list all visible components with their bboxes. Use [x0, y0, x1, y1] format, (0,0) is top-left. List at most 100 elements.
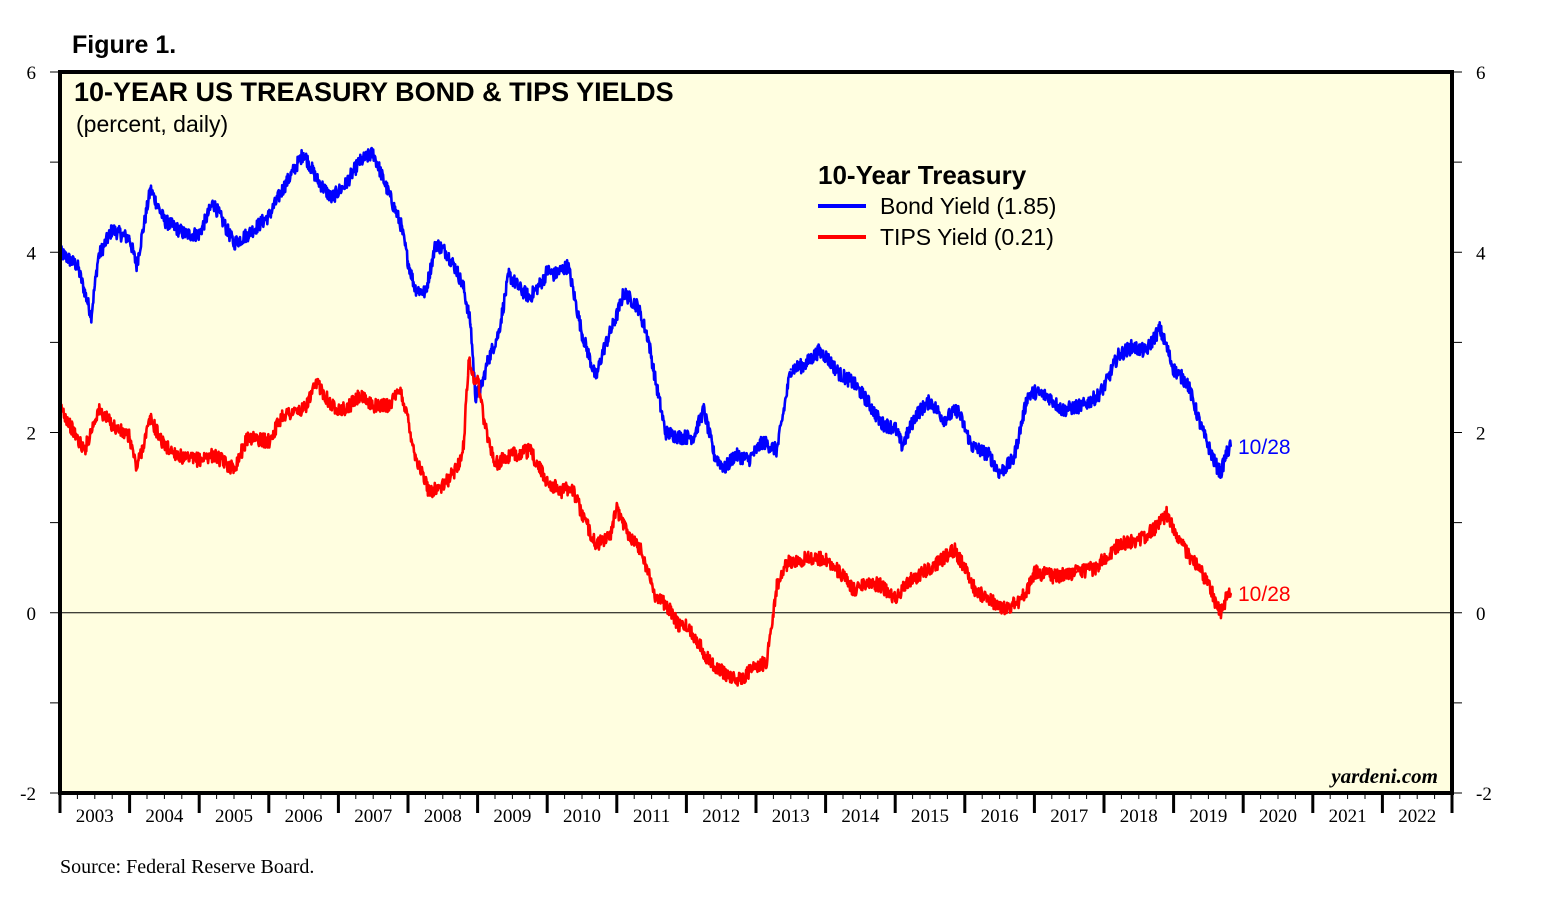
bond-yield-point	[866, 399, 869, 403]
right-y-tick-label: -2	[1476, 784, 1492, 805]
bond-yield-point	[1130, 345, 1134, 349]
tips-yield-point	[852, 589, 855, 592]
x-tick-label: 2016	[981, 806, 1019, 827]
bond-yield-point	[702, 408, 705, 412]
x-tick-label: 2014	[841, 806, 880, 827]
tips-yield-point	[316, 381, 319, 385]
tips-yield-point	[921, 571, 925, 574]
tips-yield-point	[1095, 566, 1099, 569]
bond-yield-point	[1116, 354, 1120, 358]
bond-yield-point	[267, 215, 270, 218]
bond-yield-point	[128, 237, 131, 240]
tips-yield-point	[1026, 589, 1029, 592]
right-y-tick-label: 4	[1476, 243, 1486, 264]
bond-yield-point	[1033, 390, 1036, 394]
tips-yield-point	[83, 449, 86, 452]
tips-yield-point	[1229, 592, 1232, 595]
tips-yield-point	[406, 417, 410, 421]
plot-area	[60, 72, 1452, 793]
bond-yield-point	[546, 269, 549, 272]
tips-yield-point	[786, 562, 789, 565]
bond-yield-point	[664, 431, 667, 434]
bond-yield-point	[462, 287, 465, 290]
bond-yield-point	[424, 291, 427, 294]
bond-yield-point	[1165, 345, 1168, 349]
bond-yield-point	[413, 287, 417, 290]
tips-yield-point	[608, 534, 611, 538]
legend-label-bond: Bond Yield (1.85)	[880, 193, 1056, 219]
tips-yield-point	[664, 602, 667, 605]
bond-yield-point	[553, 273, 556, 276]
tips-yield-point	[459, 458, 462, 461]
x-tick-label: 2018	[1120, 806, 1158, 827]
bond-yield-point	[1144, 350, 1148, 353]
tips-yield-point	[211, 453, 215, 457]
tips-yield-point	[1116, 544, 1120, 547]
x-tick-label: 2015	[911, 806, 949, 827]
tips-yield-line	[58, 356, 1232, 687]
tips-yield-point	[775, 584, 779, 587]
bond-yield-point	[1214, 462, 1217, 466]
bond-yield-point	[733, 453, 737, 457]
tips-yield-point	[626, 530, 629, 533]
bond-yield-point	[372, 151, 375, 155]
tips-yield-point	[737, 679, 740, 682]
bond-yield-point	[90, 314, 93, 317]
left-y-tick-label: 4	[27, 243, 37, 264]
tips-yield-point	[72, 431, 76, 434]
tips-yield-point	[838, 571, 841, 574]
x-tick-label: 2005	[215, 806, 253, 827]
x-tick-label: 2010	[563, 806, 601, 827]
tips-yield-point	[97, 408, 100, 412]
bond-end-label: 10/28	[1238, 436, 1291, 459]
bond-yield-point	[1047, 395, 1050, 398]
tips-yield-point	[866, 580, 869, 583]
tips-yield-point	[765, 661, 768, 664]
bond-yield-point	[406, 260, 410, 263]
left-y-tick-label: 2	[27, 424, 37, 445]
bond-yield-point	[474, 395, 477, 398]
bond-yield-point	[580, 332, 584, 335]
bond-yield-point	[507, 273, 511, 276]
bond-yield-point	[824, 354, 827, 358]
bond-yield-point	[455, 269, 458, 272]
tips-yield-point	[149, 417, 152, 421]
tips-yield-point	[1033, 571, 1036, 574]
bond-yield-point	[942, 417, 946, 421]
bond-yield-point	[232, 242, 236, 245]
bond-yield-point	[1200, 426, 1203, 430]
x-tick-label: 2007	[354, 806, 392, 827]
bond-yield-point	[653, 377, 657, 380]
bond-yield-point	[358, 160, 361, 164]
tips-yield-point	[267, 440, 270, 443]
tips-yield-point	[1134, 539, 1137, 542]
tips-yield-point	[706, 656, 709, 659]
tips-yield-point	[358, 395, 361, 398]
tips-yield-point	[462, 444, 465, 448]
chart-title: 10-YEAR US TREASURY BOND & TIPS YIELDS	[74, 77, 674, 107]
tips-yield-point	[1054, 575, 1057, 578]
tips-yield-point	[953, 548, 956, 551]
tips-yield-point	[653, 593, 657, 596]
left-y-axis: -2 0 2 4 6	[20, 63, 60, 805]
tips-yield-point	[452, 471, 455, 475]
bond-yield-point	[970, 444, 973, 448]
x-tick-label: 2021	[1329, 806, 1367, 827]
bond-yield-point	[97, 255, 100, 258]
bond-yield-point	[1219, 471, 1223, 475]
tips-yield-point	[803, 557, 806, 560]
bond-yield-point	[998, 471, 1001, 475]
tips-yield-point	[493, 462, 497, 466]
legend-title: 10-Year Treasury	[818, 160, 1027, 190]
tips-yield-point	[472, 377, 476, 380]
bond-yield-point	[1158, 327, 1161, 331]
bond-yield-point	[344, 183, 347, 186]
tips-yield-point	[1144, 534, 1148, 538]
bond-yield-point	[135, 264, 138, 267]
tips-yield-point	[330, 404, 333, 407]
tips-yield-point	[385, 404, 389, 407]
tips-yield-point	[1224, 598, 1228, 601]
bond-yield-point	[678, 435, 681, 439]
bond-yield-point	[713, 453, 716, 457]
tips-yield-point	[720, 670, 723, 673]
